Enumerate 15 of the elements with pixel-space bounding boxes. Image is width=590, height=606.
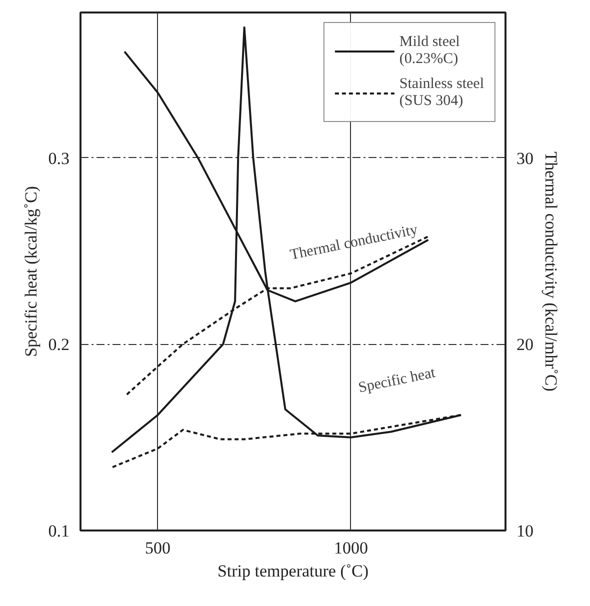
y2-tick-label: 30: [516, 148, 534, 168]
y2-tick-label: 20: [516, 335, 534, 354]
x-axis-title: Strip temperature (˚C): [217, 562, 369, 580]
x-tick-label: 1000: [334, 538, 368, 558]
annotation: Thermal conductivity: [288, 222, 420, 264]
legend-label: Mild steel (0.23%C): [399, 33, 460, 69]
y-axis-title: Specific heat (kcal/kg˚C): [21, 186, 40, 357]
y2-tick-label: 10: [516, 522, 534, 540]
y-tick-label: 0.1: [48, 522, 70, 540]
y-tick-label: 0.2: [48, 335, 70, 354]
y-tick-label: 0.3: [48, 148, 70, 168]
annotation: Specific heat: [357, 364, 438, 396]
x-tick-label: 500: [145, 538, 171, 558]
y2-axis-title: Thermal conductivity (kcal/mhr˚C): [542, 152, 560, 392]
legend-label: Stainless steel (SUS 304): [399, 75, 484, 111]
